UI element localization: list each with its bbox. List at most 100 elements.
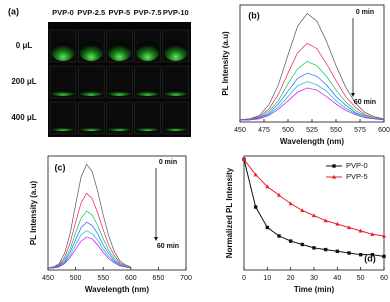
column-label: PVP-7.5 bbox=[134, 8, 162, 17]
column-label: PVP-5 bbox=[109, 8, 131, 17]
annotation: 60 min bbox=[157, 243, 179, 250]
data-line bbox=[240, 87, 385, 121]
x-tick-label: 10 bbox=[263, 275, 271, 282]
x-tick-label: 30 bbox=[310, 275, 318, 282]
row-label: 400 μL bbox=[11, 113, 36, 122]
photo-glow bbox=[51, 41, 75, 61]
data-line bbox=[239, 13, 385, 121]
y-axis-label: PL Intensity (a.u) bbox=[29, 181, 38, 246]
annotation: 60 min bbox=[354, 99, 376, 106]
x-tick-label: 60 bbox=[380, 275, 388, 282]
photo-glow bbox=[107, 90, 132, 96]
data-line bbox=[48, 221, 131, 269]
data-point bbox=[370, 252, 375, 257]
arrow-head bbox=[351, 93, 355, 97]
x-tick-label: 700 bbox=[180, 275, 192, 282]
photo-glow bbox=[163, 41, 188, 61]
x-tick-label: 50 bbox=[357, 275, 365, 282]
panel-label: (d) bbox=[364, 253, 376, 263]
data-point bbox=[358, 228, 363, 233]
data-point bbox=[323, 247, 328, 252]
x-tick-label: 500 bbox=[70, 275, 82, 282]
data-line bbox=[239, 42, 385, 121]
data-point bbox=[288, 239, 293, 243]
data-line bbox=[47, 163, 131, 269]
photo-glow bbox=[135, 90, 160, 96]
x-tick-label: 20 bbox=[287, 275, 295, 282]
x-axis-label: Wavelength (nm) bbox=[85, 285, 149, 294]
data-point bbox=[300, 208, 305, 213]
x-tick-label: 475 bbox=[258, 127, 270, 134]
column-label: PVP-2.5 bbox=[77, 8, 105, 17]
x-tick-label: 450 bbox=[234, 127, 246, 134]
x-tick-label: 575 bbox=[354, 127, 366, 134]
panel-label: (b) bbox=[248, 10, 260, 20]
x-tick-label: 600 bbox=[378, 127, 390, 134]
photo-glow bbox=[163, 127, 188, 131]
data-point bbox=[358, 252, 363, 257]
data-point bbox=[265, 184, 270, 189]
photo-glow bbox=[51, 90, 75, 96]
column-label: PVP-10 bbox=[163, 8, 189, 17]
data-point bbox=[241, 157, 247, 162]
data-point bbox=[335, 249, 340, 253]
photo-glow bbox=[135, 127, 160, 131]
data-point bbox=[382, 254, 386, 259]
data-point bbox=[288, 201, 293, 206]
x-tick-label: 40 bbox=[333, 275, 341, 282]
photo-glow bbox=[135, 41, 160, 61]
photo-glow bbox=[79, 90, 104, 96]
legend-marker bbox=[332, 164, 336, 168]
photo-glow bbox=[107, 41, 132, 61]
data-line bbox=[240, 81, 385, 121]
data-point bbox=[276, 192, 282, 197]
legend-label: PVP-5 bbox=[346, 172, 368, 181]
y-axis-label: PL Intensity (a.u) bbox=[221, 31, 230, 96]
data-point bbox=[346, 225, 352, 230]
data-point bbox=[381, 233, 387, 238]
photo-glow bbox=[163, 90, 188, 96]
row-label: 200 μL bbox=[11, 77, 36, 86]
photo-glow bbox=[79, 127, 104, 131]
data-line bbox=[239, 60, 385, 121]
data-line bbox=[243, 159, 385, 237]
x-axis-label: Time (min) bbox=[294, 285, 335, 294]
data-point bbox=[277, 234, 281, 238]
data-line bbox=[48, 236, 131, 269]
x-tick-label: 650 bbox=[153, 275, 165, 282]
data-line bbox=[47, 210, 131, 269]
panel-label: (c) bbox=[55, 162, 66, 172]
panel-label: (a) bbox=[8, 6, 19, 16]
x-tick-label: 550 bbox=[97, 275, 109, 282]
data-line bbox=[240, 72, 385, 121]
arrow-head bbox=[154, 237, 158, 241]
data-line bbox=[47, 192, 131, 269]
x-tick-label: 550 bbox=[330, 127, 342, 134]
photo-glow bbox=[79, 41, 104, 61]
data-point bbox=[253, 172, 258, 177]
x-axis-label: Wavelength (nm) bbox=[280, 137, 344, 146]
data-point bbox=[253, 205, 258, 209]
data-point bbox=[323, 218, 328, 223]
x-tick-label: 525 bbox=[306, 127, 318, 134]
x-tick-label: 0 bbox=[242, 275, 246, 282]
photo-glow bbox=[51, 127, 75, 131]
data-point bbox=[312, 246, 316, 250]
plot-frame bbox=[47, 155, 187, 271]
annotation: 0 min bbox=[356, 9, 374, 16]
data-point bbox=[265, 225, 270, 230]
y-axis-label: Normalized PL Intensity bbox=[225, 167, 234, 258]
data-line bbox=[48, 230, 131, 269]
data-point bbox=[347, 251, 351, 255]
annotation: 0 min bbox=[159, 159, 177, 166]
legend-marker bbox=[331, 174, 337, 179]
x-tick-label: 500 bbox=[282, 127, 294, 134]
photo-glow bbox=[107, 127, 132, 131]
data-point bbox=[370, 232, 375, 236]
x-tick-label: 450 bbox=[42, 275, 54, 282]
column-label: PVP-0 bbox=[52, 8, 74, 17]
data-point bbox=[300, 242, 305, 247]
legend-label: PVP-0 bbox=[346, 161, 368, 170]
data-point bbox=[311, 213, 317, 218]
